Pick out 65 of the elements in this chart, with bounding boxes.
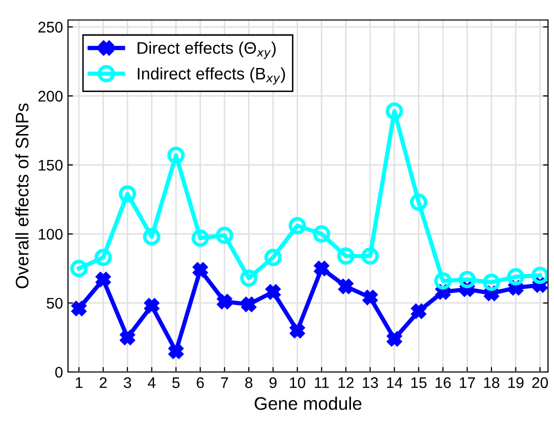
x-tick-label: 5	[172, 377, 180, 388]
point	[118, 185, 136, 203]
x-tick-label: 4	[148, 377, 156, 388]
x-tick-label: 14	[387, 377, 402, 388]
point	[411, 304, 426, 319]
y-tick-label: 250	[38, 22, 63, 33]
x-tick-label: 3	[124, 377, 132, 388]
point	[410, 194, 428, 211]
point	[531, 266, 548, 284]
point	[216, 226, 234, 244]
x-tick-label: 10	[290, 377, 306, 388]
point	[143, 228, 160, 246]
y-tick-label: 200	[38, 90, 63, 102]
x-tick-label: 6	[196, 377, 204, 388]
point	[242, 297, 256, 312]
y-tick-label: 50	[46, 298, 63, 309]
x-tick-label: 19	[508, 377, 524, 388]
legend-label: Indirect effects (B$_{xy}$)	[138, 67, 285, 85]
x-tick-label: 13	[362, 377, 378, 388]
x-tick-label: 17	[460, 377, 475, 388]
point	[96, 272, 110, 287]
x-tick-label: 8	[245, 377, 252, 388]
point	[507, 268, 524, 286]
x-tick-label: 15	[411, 377, 427, 388]
point	[361, 247, 379, 265]
point	[144, 298, 160, 314]
y-axis-title: Overall effects of SNPs	[15, 103, 29, 288]
point	[94, 248, 112, 266]
point	[192, 229, 209, 247]
x-tick-label: 11	[314, 377, 329, 388]
point	[217, 294, 232, 309]
x-tick-label: 1	[76, 377, 82, 388]
point	[434, 272, 452, 290]
point	[312, 225, 330, 243]
y-tick-label: 100	[38, 228, 63, 240]
point	[337, 247, 355, 265]
x-axis-title: Gene module	[254, 396, 362, 410]
x-tick-label: 2	[100, 377, 107, 388]
point	[168, 344, 184, 359]
point	[458, 270, 476, 288]
point	[386, 102, 404, 120]
point	[167, 146, 185, 164]
point	[290, 323, 305, 338]
y-tick-label: 0	[55, 366, 63, 378]
x-tick-label: 12	[338, 377, 354, 388]
x-tick-label: 7	[221, 377, 228, 388]
point	[314, 261, 329, 276]
point	[266, 284, 280, 300]
point	[72, 301, 86, 316]
point	[338, 279, 354, 294]
y-tick-label: 150	[38, 160, 63, 171]
point	[240, 269, 258, 287]
point	[264, 248, 282, 266]
point	[387, 332, 402, 346]
x-tick-label: 18	[484, 377, 500, 388]
point	[362, 290, 378, 305]
point	[70, 260, 88, 278]
x-tick-label: 16	[436, 377, 451, 388]
legend-label: Direct effects (Θ$_{xy}$)	[138, 42, 276, 59]
point	[192, 262, 208, 278]
point	[120, 330, 135, 345]
point	[482, 274, 500, 291]
point	[288, 217, 306, 234]
x-tick-label: 9	[270, 377, 277, 388]
x-tick-label: 20	[532, 377, 548, 388]
